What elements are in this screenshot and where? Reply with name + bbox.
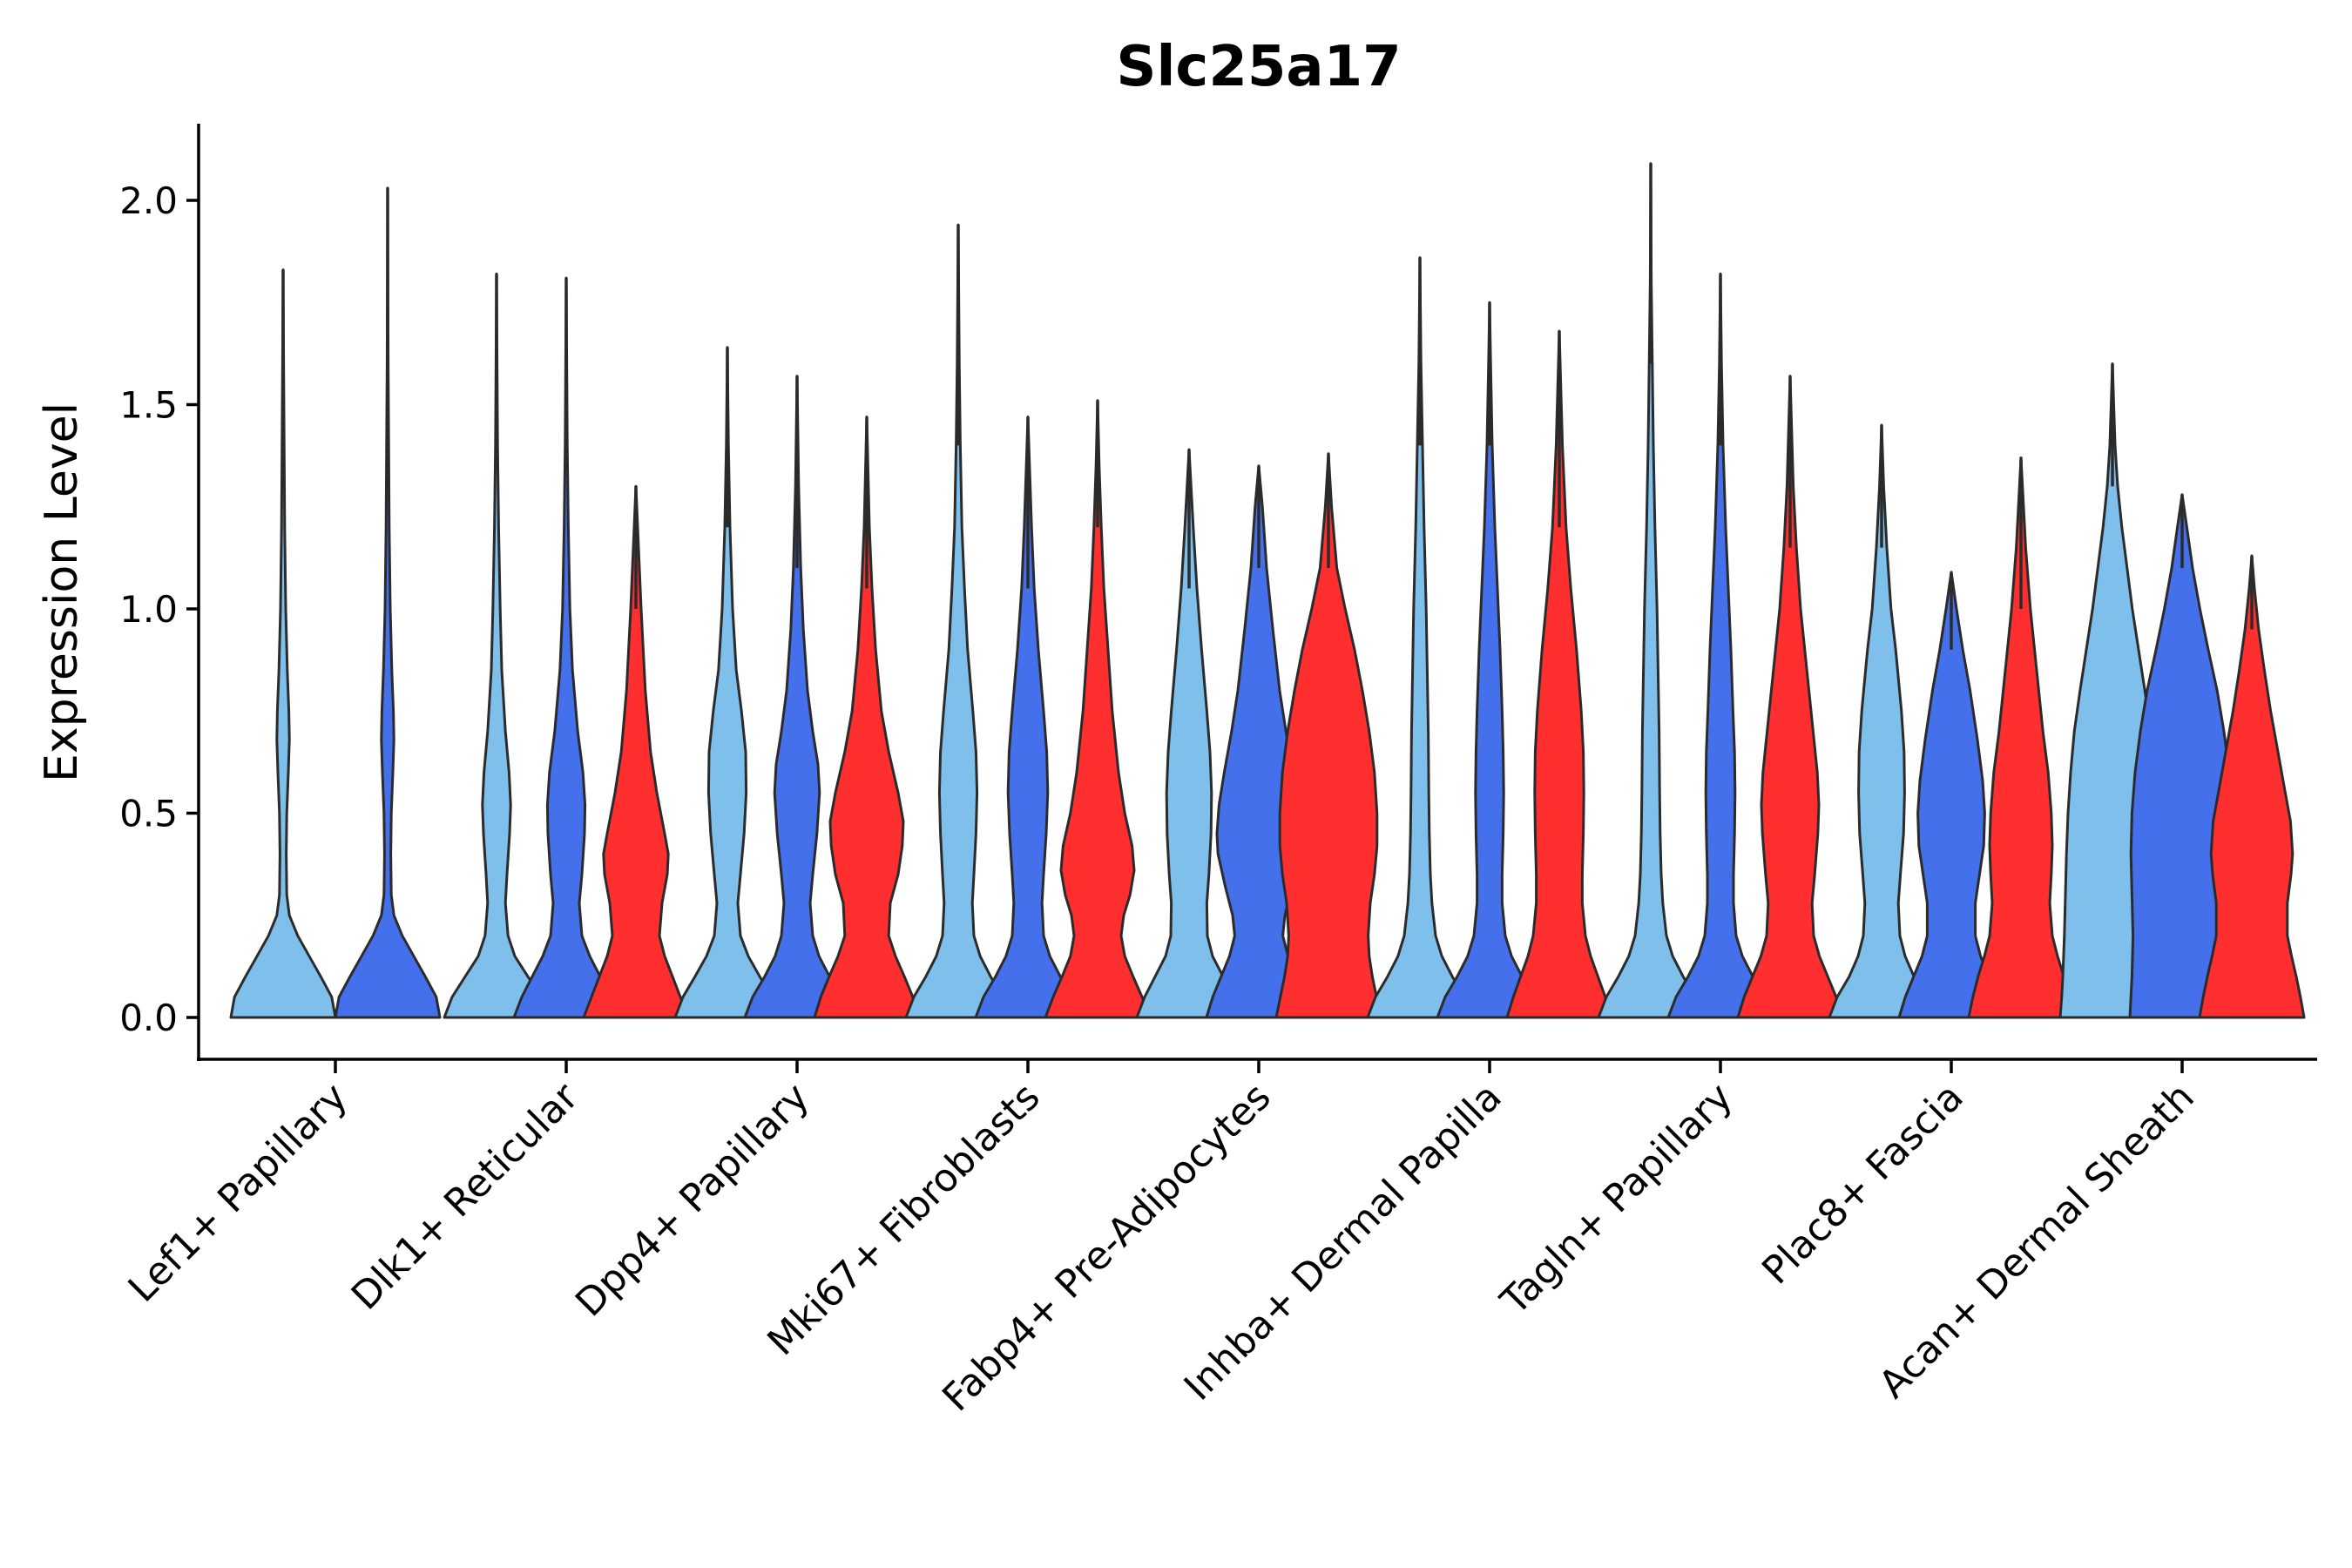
x-tick-label: Dpp4+ Papillary: [567, 1075, 818, 1326]
axes: [197, 124, 2317, 1061]
violin-7-2: [1967, 456, 2075, 1019]
y-axis-label: Expression Level: [36, 402, 88, 782]
violin-4-2: [1274, 452, 1382, 1019]
chart-title: Slc25a17: [1116, 35, 1401, 99]
x-tick-label: Lef1+ Papillary: [120, 1075, 356, 1311]
y-tick-label: 1.0: [119, 588, 178, 631]
x-tick-label: Dlk1+ Reticular: [343, 1074, 588, 1319]
y-tick-label: 0.5: [119, 793, 178, 835]
y-tick-label: 1.5: [119, 384, 178, 427]
y-ticks: 0.0 0.5 1.0 1.5 2.0: [119, 179, 199, 1039]
violin-4-0: [1135, 448, 1243, 1019]
y-tick-label: 2.0: [119, 179, 178, 222]
violin-5-2: [1505, 329, 1613, 1019]
violin-7-1: [1897, 571, 2005, 1019]
violin-6-2: [1736, 375, 1844, 1019]
violin-group: [229, 162, 2306, 1019]
y-tick-label: 0.0: [119, 997, 178, 1039]
violin-3-1: [974, 416, 1082, 1019]
x-tick-label: Plac8+ Fascia: [1754, 1075, 1972, 1294]
x-tick-label: Tagln+ Papillary: [1492, 1075, 1741, 1324]
